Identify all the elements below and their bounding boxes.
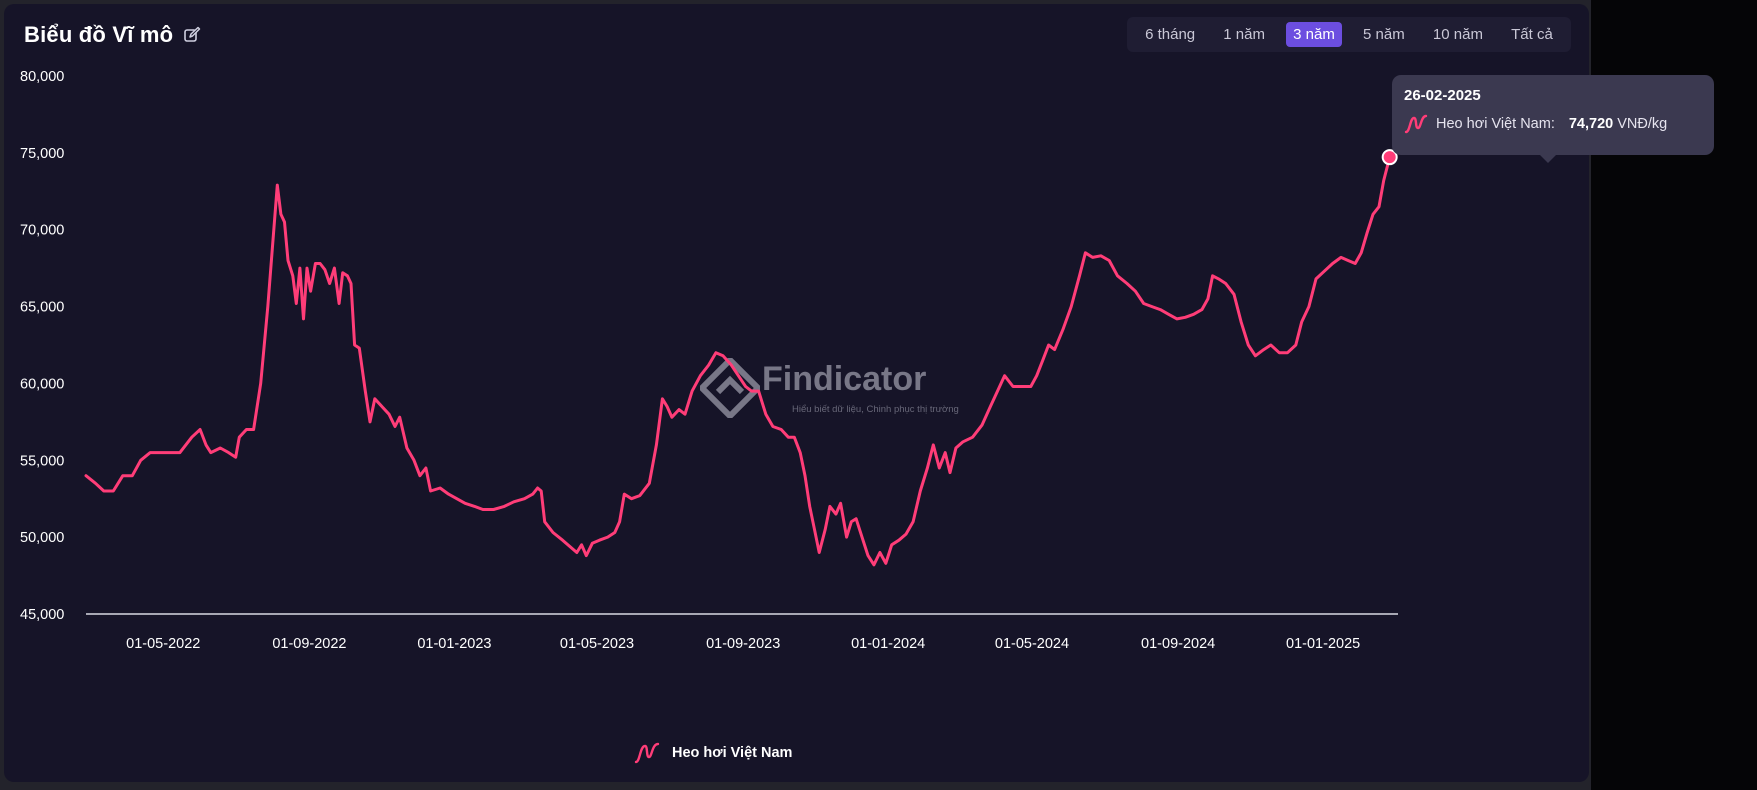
tooltip-value: 74,720 bbox=[1568, 116, 1614, 132]
y-tick-label: 60,000 bbox=[20, 376, 64, 392]
range-all[interactable]: Tất cả bbox=[1511, 26, 1553, 43]
series-line-icon bbox=[1404, 114, 1428, 134]
x-tick-label: 01-05-2024 bbox=[995, 636, 1069, 652]
range-10-years[interactable]: 10 năm bbox=[1432, 26, 1483, 43]
title-group: Biểu đồ Vĩ mô bbox=[24, 20, 201, 50]
chart-panel: Biểu đồ Vĩ mô 6 tháng 1 năm 3 năm 5 năm … bbox=[4, 4, 1589, 782]
series-line-heo-hoi bbox=[84, 155, 1392, 567]
watermark-tagline: Hiểu biết dữ liệu, Chinh phục thị trường bbox=[792, 404, 959, 415]
chart-title: Biểu đồ Vĩ mô bbox=[24, 22, 174, 47]
watermark: Findicator Hiểu biết dữ liệu, Chinh phục… bbox=[700, 358, 960, 428]
findicator-logo-icon bbox=[700, 358, 760, 418]
x-tick-label: 01-09-2022 bbox=[272, 636, 346, 652]
y-tick-label: 50,000 bbox=[20, 530, 64, 546]
x-tick-label: 01-09-2023 bbox=[706, 636, 780, 652]
tooltip-row: Heo hơi Việt Nam: 74,720 VNĐ/kg bbox=[1404, 114, 1702, 134]
highlight-point[interactable] bbox=[1381, 149, 1398, 166]
x-tick-label: 01-09-2024 bbox=[1141, 636, 1215, 652]
legend-label: Heo hơi Việt Nam bbox=[672, 745, 793, 761]
legend-series-icon bbox=[634, 742, 660, 764]
y-tick-label: 75,000 bbox=[20, 146, 64, 162]
x-tick-label: 01-01-2024 bbox=[851, 636, 925, 652]
tooltip-date: 26-02-2025 bbox=[1404, 87, 1481, 104]
x-tick-label: 01-01-2023 bbox=[417, 636, 491, 652]
data-tooltip: 26-02-2025 Heo hơi Việt Nam: 74,720 VNĐ/… bbox=[1392, 75, 1714, 163]
time-range-selector: 6 tháng 1 năm 3 năm 5 năm 10 năm Tất cả bbox=[1127, 17, 1571, 52]
y-tick-label: 45,000 bbox=[20, 607, 64, 623]
range-3-years[interactable]: 3 năm bbox=[1286, 22, 1342, 47]
range-5-years[interactable]: 5 năm bbox=[1363, 26, 1405, 43]
watermark-brand: Findicator bbox=[762, 360, 927, 398]
edit-icon[interactable] bbox=[183, 26, 201, 44]
x-tick-label: 01-05-2022 bbox=[126, 636, 200, 652]
legend[interactable]: Heo hơi Việt Nam bbox=[634, 740, 792, 766]
x-axis: 01-05-2022 01-09-2022 01-01-2023 01-05-2023… bbox=[126, 636, 1360, 652]
y-tick-label: 55,000 bbox=[20, 453, 64, 469]
y-tick-label: 70,000 bbox=[20, 223, 64, 239]
range-6-months[interactable]: 6 tháng bbox=[1145, 26, 1196, 43]
y-tick-label: 65,000 bbox=[20, 300, 64, 316]
tooltip-unit: VNĐ/kg bbox=[1617, 116, 1668, 132]
x-tick-label: 01-01-2025 bbox=[1286, 636, 1360, 652]
x-tick-label: 01-05-2023 bbox=[560, 636, 634, 652]
range-1-year[interactable]: 1 năm bbox=[1223, 26, 1265, 43]
y-tick-label: 80,000 bbox=[20, 69, 64, 85]
y-axis: 80,000 75,000 70,000 65,000 60,000 55,000 50,0… bbox=[20, 69, 64, 623]
tooltip-series-name: Heo hơi Việt Nam: bbox=[1436, 116, 1555, 132]
